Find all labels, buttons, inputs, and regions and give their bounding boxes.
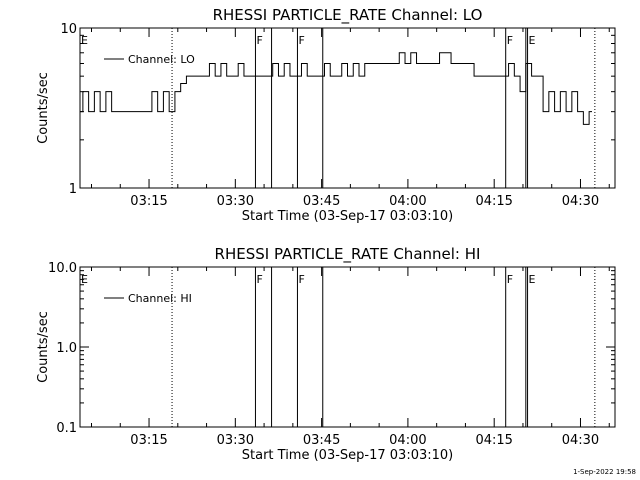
marker-label: E [81, 273, 88, 286]
marker-label: F [507, 34, 513, 47]
x-tick-label: 04:00 [389, 194, 426, 209]
y-tick-label: 0.1 [56, 421, 77, 436]
x-tick-label: 03:45 [303, 433, 340, 448]
x-tick-label: 03:45 [303, 194, 340, 209]
marker-label: E [529, 273, 536, 286]
marker-label: F [256, 273, 262, 286]
x-tick-label: 04:15 [475, 433, 512, 448]
series-line [80, 52, 592, 125]
panel-hi-channel: RHESSI PARTICLE_RATE Channel: HI 0.1 1.0 10… [36, 245, 616, 463]
x-tick-label: 03:30 [217, 194, 254, 209]
footer-timestamp: 1-Sep-2022 19:58 [573, 468, 636, 476]
marker-label: E [81, 34, 88, 47]
x-tick-label: 03:15 [130, 194, 167, 209]
x-tick-label: 03:30 [217, 433, 254, 448]
marker-label: F [256, 34, 262, 47]
plot-frame [79, 27, 616, 189]
panel-lo-channel: RHESSI PARTICLE_RATE Channel: LO 1 10 Count… [36, 6, 616, 224]
marker-label: E [529, 34, 536, 47]
x-axis-label: Start Time (03-Sep-17 03:03:10) [242, 448, 453, 463]
y-tick-label: 1 [69, 182, 77, 197]
marker-label: F [298, 273, 304, 286]
legend-entry: Channel: HI [128, 292, 192, 305]
x-tick-label: 04:30 [562, 433, 599, 448]
x-tick-label: 04:00 [389, 433, 426, 448]
marker-label: F [298, 34, 304, 47]
x-axis-label: Start Time (03-Sep-17 03:03:10) [242, 209, 453, 224]
chart-title: RHESSI PARTICLE_RATE Channel: LO [213, 6, 483, 25]
chart-title: RHESSI PARTICLE_RATE Channel: HI [215, 245, 481, 264]
plot-frame [79, 266, 616, 428]
legend-entry: Channel: LO [128, 53, 195, 66]
y-axis-label: Counts/sec [36, 72, 51, 144]
y-axis-label: Counts/sec [36, 311, 51, 383]
y-tick-label: 1.0 [56, 341, 77, 356]
x-tick-label: 04:15 [475, 194, 512, 209]
x-tick-label: 03:15 [130, 433, 167, 448]
marker-label: F [507, 273, 513, 286]
y-tick-label: 10.0 [48, 261, 77, 276]
x-tick-label: 04:30 [562, 194, 599, 209]
y-tick-label: 10 [60, 22, 77, 37]
